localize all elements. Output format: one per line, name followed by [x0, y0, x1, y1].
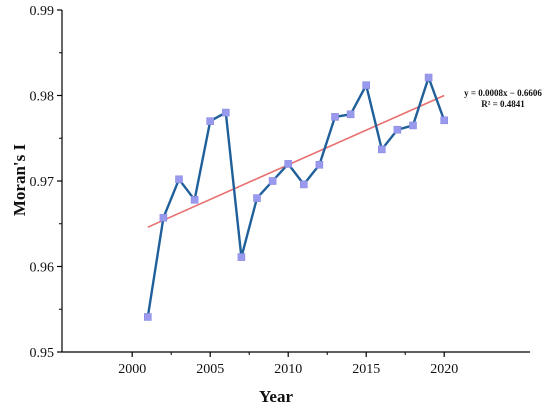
y-tick-label: 0.96: [30, 261, 55, 276]
tick-label-group: 0.95 0.96 0.97 0.98 0.99 2000 2005 2010 2015 2020: [30, 4, 459, 377]
axes: [57, 9, 530, 357]
data-point: [206, 117, 214, 125]
data-point: [159, 213, 168, 222]
x-tick-label: 2010: [274, 362, 302, 377]
data-point: [190, 196, 199, 204]
y-tick-label: 0.95: [30, 346, 55, 361]
x-tick-label: 2015: [352, 362, 380, 377]
data-point: [409, 121, 417, 130]
data-point: [299, 180, 308, 189]
trendline: [147, 94, 445, 228]
data-point: [346, 110, 355, 119]
x-tick-label: 2020: [430, 362, 458, 377]
x-axis-title: Year: [259, 387, 293, 406]
data-point: [331, 113, 339, 121]
data-point: [377, 145, 386, 154]
data-point: [362, 81, 371, 90]
data-point: [144, 313, 152, 321]
regression-r-squared: R² = 0.4841: [481, 99, 525, 109]
data-point: [393, 125, 402, 134]
y-tick-label: 0.97: [30, 175, 55, 190]
y-tick-label: 0.98: [30, 90, 55, 105]
data-point: [284, 160, 293, 168]
data-point: [268, 177, 277, 185]
data-point: [237, 253, 246, 261]
trendline-group: [147, 94, 445, 228]
y-tick-label: 0.99: [30, 4, 55, 19]
data-point: [424, 73, 433, 82]
marker-group: [144, 73, 449, 321]
data-point: [315, 160, 324, 169]
data-point: [253, 194, 261, 202]
data-point: [222, 108, 230, 117]
data-point: [440, 116, 449, 125]
data-point: [175, 175, 183, 184]
x-tick-label: 2005: [196, 362, 224, 377]
x-tick-label: 2000: [118, 362, 146, 377]
regression-equation: y = 0.0008x − 0.6606: [464, 88, 542, 98]
y-axis-title: Moran's I: [10, 143, 29, 216]
